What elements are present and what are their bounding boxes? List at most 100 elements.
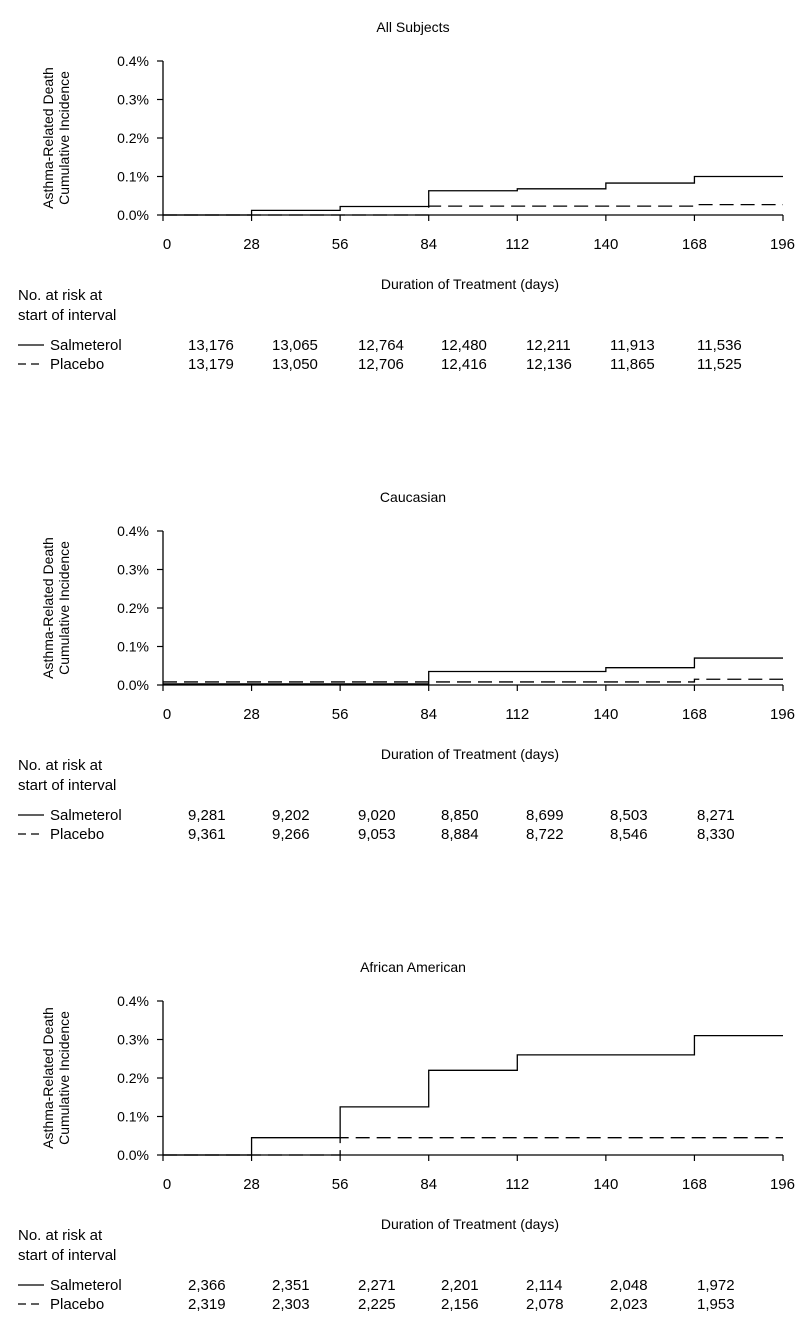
x-axis-label: Duration of Treatment (days)	[381, 746, 559, 762]
risk-table-cell: 8,330	[697, 826, 735, 843]
risk-table-cell: 2,366	[188, 1277, 226, 1294]
risk-table-cell: 9,266	[272, 826, 310, 843]
chart-title: All Subjects	[376, 19, 449, 35]
x-tick-label: 0	[163, 236, 171, 253]
risk-table-header-line-2: start of interval	[18, 777, 116, 794]
x-tick-label: 84	[420, 236, 437, 253]
x-tick-label: 196	[770, 1176, 795, 1193]
x-tick-label: 28	[243, 236, 260, 253]
chart-panel-0: All Subjects Asthma-Related Death Cumulati…	[18, 19, 795, 373]
y-tick-label: 0.4%	[117, 53, 149, 69]
x-tick-label: 196	[770, 236, 795, 253]
series-line-placebo	[163, 1137, 783, 1156]
y-axis-label-line-1: Asthma-Related Death	[40, 67, 56, 209]
risk-table-cell: 8,503	[610, 807, 648, 824]
risk-table-cell: 9,361	[188, 826, 226, 843]
risk-table-header-line-2: start of interval	[18, 1247, 116, 1264]
risk-table-header-line-2: start of interval	[18, 307, 116, 324]
risk-table-cell: 8,884	[441, 826, 479, 843]
risk-table-cell: 8,546	[610, 826, 648, 843]
y-axis-label-line-2: Cumulative Incidence	[56, 71, 72, 205]
risk-table-cell: 8,271	[697, 807, 735, 824]
y-tick-label: 0.1%	[117, 169, 149, 185]
risk-table-cell: 12,480	[441, 337, 487, 354]
risk-table-header-line-1: No. at risk at	[18, 287, 103, 304]
series-line-salmeterol	[163, 175, 783, 216]
risk-row-label: Salmeterol	[50, 1277, 122, 1294]
risk-row-label: Salmeterol	[50, 337, 122, 354]
chart-title: Caucasian	[380, 489, 446, 505]
risk-table-header-line-1: No. at risk at	[18, 1227, 103, 1244]
x-tick-label: 28	[243, 1176, 260, 1193]
risk-table-cell: 12,706	[358, 356, 404, 373]
chart-panel-2: African American Asthma-Related Death Cumu…	[18, 959, 795, 1313]
risk-table-cell: 12,211	[526, 337, 571, 354]
risk-table-cell: 12,764	[358, 337, 404, 354]
risk-row-label: Salmeterol	[50, 807, 122, 824]
risk-table-cell: 2,303	[272, 1296, 310, 1313]
y-tick-label: 0.0%	[117, 1147, 149, 1163]
risk-table-cell: 8,850	[441, 807, 479, 824]
risk-table-cell: 2,351	[272, 1277, 310, 1294]
risk-table-cell: 13,065	[272, 337, 318, 354]
risk-row-label: Placebo	[50, 356, 104, 373]
risk-table-cell: 11,536	[697, 337, 742, 354]
risk-table-cell: 2,114	[526, 1277, 562, 1294]
risk-table-cell: 2,156	[441, 1296, 479, 1313]
y-tick-label: 0.2%	[117, 1070, 149, 1086]
x-tick-label: 168	[682, 1176, 707, 1193]
chart-title: African American	[360, 959, 466, 975]
x-axis-label: Duration of Treatment (days)	[381, 276, 559, 292]
x-tick-label: 0	[163, 1176, 171, 1193]
risk-table-cell: 12,416	[441, 356, 487, 373]
y-tick-label: 0.3%	[117, 1032, 149, 1048]
y-tick-label: 0.2%	[117, 130, 149, 146]
y-axis-label-line-1: Asthma-Related Death	[40, 537, 56, 679]
risk-table-cell: 11,865	[610, 356, 655, 373]
risk-table-cell: 13,050	[272, 356, 318, 373]
x-tick-label: 196	[770, 706, 795, 723]
risk-row-label: Placebo	[50, 826, 104, 843]
x-tick-label: 140	[593, 236, 618, 253]
y-tick-label: 0.1%	[117, 639, 149, 655]
x-tick-label: 84	[420, 706, 437, 723]
x-tick-label: 0	[163, 706, 171, 723]
x-tick-label: 140	[593, 706, 618, 723]
x-tick-label: 140	[593, 1176, 618, 1193]
risk-table-cell: 2,225	[358, 1296, 396, 1313]
risk-table-cell: 12,136	[526, 356, 572, 373]
x-tick-label: 28	[243, 706, 260, 723]
series-line-salmeterol	[163, 657, 783, 685]
x-tick-label: 168	[682, 706, 707, 723]
x-tick-label: 112	[505, 706, 529, 723]
x-tick-label: 56	[332, 1176, 349, 1193]
risk-table-cell: 8,699	[526, 807, 564, 824]
risk-table-cell: 1,972	[697, 1277, 735, 1294]
risk-table-cell: 13,176	[188, 337, 234, 354]
risk-row-label: Placebo	[50, 1296, 104, 1313]
y-tick-label: 0.4%	[117, 993, 149, 1009]
risk-table-cell: 1,953	[697, 1296, 735, 1313]
risk-table-cell: 9,281	[188, 807, 226, 824]
x-tick-label: 112	[505, 1176, 529, 1193]
series-line-placebo	[163, 678, 783, 683]
risk-table-cell: 11,913	[610, 337, 655, 354]
risk-table-cell: 11,525	[697, 356, 742, 373]
risk-table-header-line-1: No. at risk at	[18, 757, 103, 774]
y-axis-label-line-2: Cumulative Incidence	[56, 1011, 72, 1145]
series-line-placebo	[163, 203, 783, 216]
risk-table-cell: 2,078	[526, 1296, 564, 1313]
y-tick-label: 0.2%	[117, 600, 149, 616]
y-tick-label: 0.0%	[117, 207, 149, 223]
y-axis-label-line-2: Cumulative Incidence	[56, 541, 72, 675]
y-axis-label-line-1: Asthma-Related Death	[40, 1007, 56, 1149]
risk-table-cell: 13,179	[188, 356, 234, 373]
risk-table-cell: 8,722	[526, 826, 564, 843]
x-tick-label: 56	[332, 706, 349, 723]
x-tick-label: 56	[332, 236, 349, 253]
risk-table-cell: 9,020	[358, 807, 396, 824]
risk-table-cell: 2,023	[610, 1296, 648, 1313]
y-tick-label: 0.0%	[117, 677, 149, 693]
chart-panel-1: Caucasian Asthma-Related Death Cumulative …	[18, 489, 795, 843]
